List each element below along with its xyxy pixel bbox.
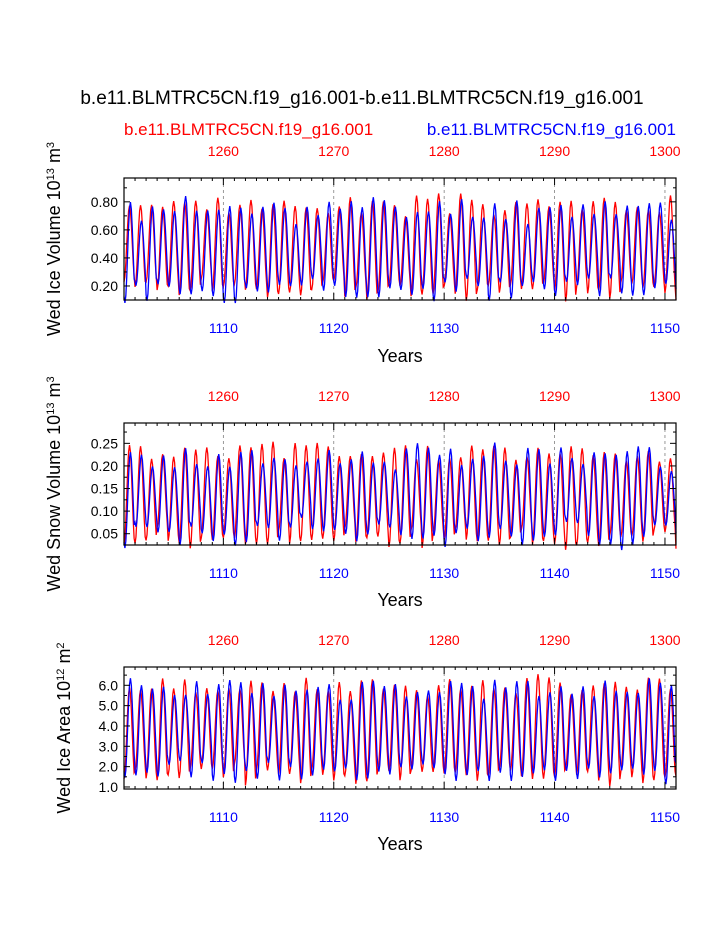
y-tick-label: 0.05 [91, 526, 118, 542]
x-axis-label: Years [377, 346, 422, 366]
x-tick-label-top: 1270 [318, 632, 349, 648]
x-tick-label-top: 1270 [318, 388, 349, 404]
x-tick-label-bottom: 1110 [209, 320, 238, 336]
x-tick-label-bottom: 1120 [319, 565, 349, 581]
legend-blue-label: b.e11.BLMTRC5CN.f19_g16.001 [427, 120, 676, 139]
y-tick-label: 0.60 [91, 222, 118, 238]
y-tick-label: 2.0 [99, 759, 119, 775]
x-tick-label-top: 1260 [208, 143, 239, 159]
y-tick-label: 4.0 [99, 718, 119, 734]
x-tick-label-top: 1300 [649, 143, 680, 159]
series-line-red [123, 674, 677, 787]
x-tick-label-top: 1280 [429, 388, 460, 404]
x-tick-label-top: 1300 [649, 388, 680, 404]
x-tick-label-top: 1260 [208, 388, 239, 404]
y-tick-label: 0.40 [91, 250, 118, 266]
series-line-blue [123, 195, 677, 304]
x-tick-label-bottom: 1120 [319, 809, 349, 825]
y-tick-label: 0.10 [91, 503, 118, 519]
x-tick-label-bottom: 1140 [540, 320, 570, 336]
x-tick-label-top: 1260 [208, 632, 239, 648]
x-axis-label: Years [377, 834, 422, 854]
x-axis-label: Years [377, 590, 422, 610]
x-tick-label-top: 1280 [429, 632, 460, 648]
series-line-blue [123, 678, 677, 785]
x-tick-label-bottom: 1110 [209, 565, 238, 581]
x-tick-label-bottom: 1110 [209, 809, 238, 825]
x-tick-label-bottom: 1150 [650, 809, 680, 825]
y-tick-label: 0.15 [91, 481, 118, 497]
x-tick-label-top: 1290 [539, 388, 570, 404]
y-tick-label: 0.20 [91, 278, 118, 294]
x-tick-label-top: 1270 [318, 143, 349, 159]
panel-2: 0.05 0.10 0.15 0.20 0.25 1110 1120 1130 1140 1150… [44, 376, 681, 610]
y-tick-label: 3.0 [99, 738, 119, 754]
x-tick-label-bottom: 1140 [540, 809, 570, 825]
panel-1: 0.20 0.40 0.60 0.80 1110 1120 1130 1140 1150 1260… [44, 142, 681, 366]
x-tick-label-bottom: 1130 [429, 565, 459, 581]
figure-title: b.e11.BLMTRC5CN.f19_g16.001-b.e11.BLMTRC… [80, 88, 643, 109]
x-tick-label-top: 1280 [429, 143, 460, 159]
y-tick-label: 6.0 [99, 677, 119, 693]
y-tick-label: 5.0 [99, 698, 119, 714]
x-tick-label-bottom: 1130 [429, 809, 459, 825]
x-tick-label-bottom: 1140 [540, 565, 570, 581]
y-axis-label: Wed Ice Area 1012 m2 [54, 642, 74, 813]
y-tick-label: 0.20 [91, 458, 118, 474]
panel-3: 1.0 2.0 3.0 4.0 5.0 6.0 1110 1120 1130 1140 1150 12… [54, 632, 681, 854]
series-line-blue [123, 442, 677, 551]
y-tick-label: 0.80 [91, 194, 118, 210]
y-tick-label: 1.0 [99, 779, 119, 795]
y-axis-label: Wed Ice Volume 1013 m3 [44, 142, 64, 336]
x-tick-label-bottom: 1150 [650, 320, 680, 336]
x-tick-label-bottom: 1130 [429, 320, 459, 336]
x-tick-label-top: 1290 [539, 632, 570, 648]
x-tick-label-bottom: 1120 [319, 320, 349, 336]
x-tick-label-top: 1290 [539, 143, 570, 159]
y-axis-label: Wed Snow Volume 1013 m3 [44, 376, 64, 591]
legend-red-label: b.e11.BLMTRC5CN.f19_g16.001 [124, 120, 373, 139]
x-tick-label-top: 1300 [649, 632, 680, 648]
y-tick-label: 0.25 [91, 435, 118, 451]
x-tick-label-bottom: 1150 [650, 565, 680, 581]
